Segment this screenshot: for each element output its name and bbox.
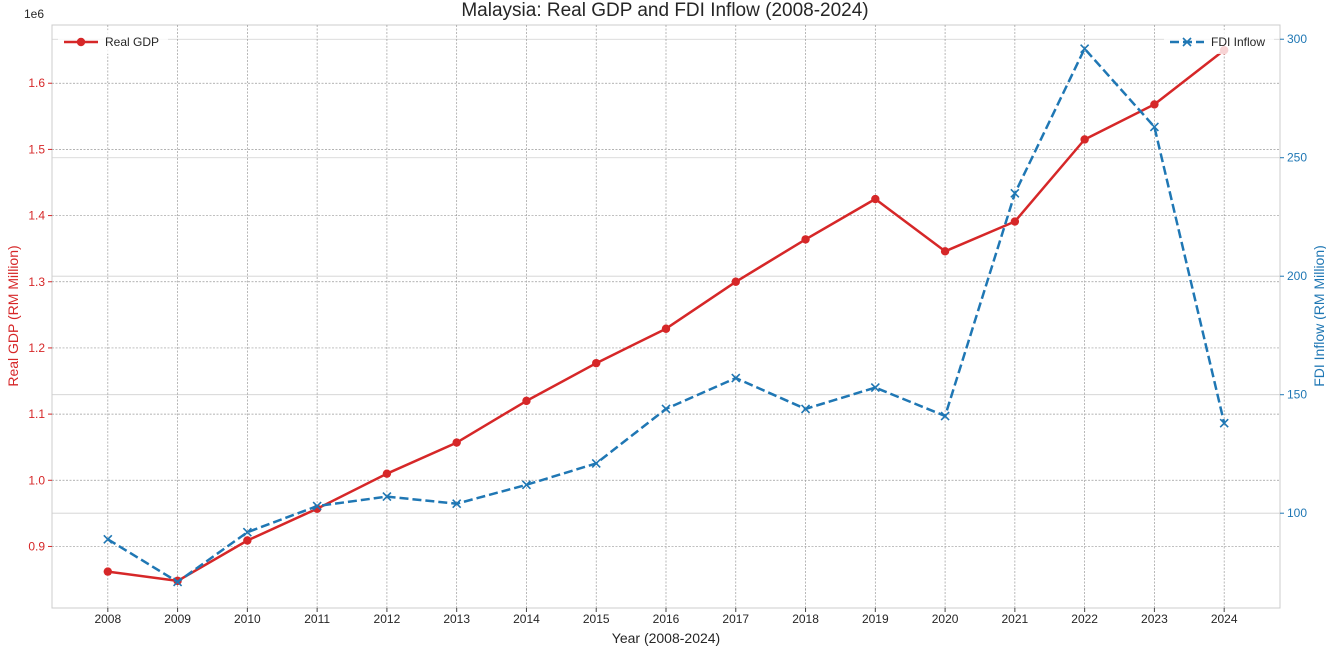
data-point xyxy=(801,235,810,244)
data-point xyxy=(452,499,462,509)
legend-label: Real GDP xyxy=(105,35,159,49)
legend-box xyxy=(1164,30,1274,54)
x-tick-label: 2018 xyxy=(792,612,819,626)
data-point xyxy=(1010,217,1020,226)
left-y-tick-label: 1.3 xyxy=(28,275,45,289)
right-y-tick-label: 200 xyxy=(1287,269,1307,283)
data-point xyxy=(592,358,601,368)
left-y-tick-label: 1.4 xyxy=(28,209,45,223)
data-point xyxy=(940,411,950,421)
x-tick-label: 2023 xyxy=(1141,612,1168,626)
left-y-tick-label: 1.6 xyxy=(28,76,45,90)
left-y-axis-label: Real GDP (RM Million) xyxy=(5,245,21,386)
data-point xyxy=(1080,135,1089,144)
legend-fdi-inflow: FDI Inflow xyxy=(1164,30,1274,54)
data-point xyxy=(1150,100,1159,109)
series-real-gdp xyxy=(103,45,1229,586)
legend-marker xyxy=(76,37,86,47)
data-point xyxy=(452,438,461,447)
x-tick-label: 2024 xyxy=(1211,612,1238,626)
x-tick-label: 2020 xyxy=(932,612,959,626)
x-tick-label: 2014 xyxy=(513,612,540,626)
data-point xyxy=(661,324,671,333)
data-point xyxy=(940,247,950,256)
data-point xyxy=(800,404,811,414)
data-point xyxy=(243,536,252,545)
data-point xyxy=(870,383,880,393)
data-point xyxy=(871,194,880,204)
left-y-axis-ticks: 0.9 1.0 1.1 1.2 1.3 1.4 1.5 1.6 xyxy=(28,76,52,553)
data-point xyxy=(591,458,601,469)
left-y-tick-label: 1.0 xyxy=(28,473,45,487)
x-tick-label: 2011 xyxy=(304,612,330,626)
right-y-tick-label: 150 xyxy=(1287,388,1307,402)
legend-label: FDI Inflow xyxy=(1211,35,1265,49)
x-tick-label: 2016 xyxy=(653,612,680,626)
x-tick-label: 2010 xyxy=(234,612,261,626)
data-point xyxy=(1010,188,1020,198)
x-tick-label: 2022 xyxy=(1071,612,1098,626)
data-point xyxy=(382,469,392,478)
x-axis-ticks: 2008 2009 2010 2011 2012 2013 2014 2015 2016 2017… xyxy=(94,608,1238,626)
left-y-tick-label: 1.5 xyxy=(28,142,45,156)
x-tick-label: 2019 xyxy=(862,612,889,626)
left-y-axis-offset-text: 1e6 xyxy=(24,7,44,21)
right-y-tick-label: 100 xyxy=(1287,506,1307,520)
data-point xyxy=(242,527,252,537)
legend-real-gdp: Real GDP xyxy=(58,30,168,54)
x-tick-label: 2015 xyxy=(583,612,610,626)
x-tick-label: 2021 xyxy=(1002,612,1029,626)
data-point xyxy=(731,277,740,286)
x-axis-label: Year (2008-2024) xyxy=(612,630,720,646)
vertical-gridlines xyxy=(107,25,1225,608)
series-fdi-inflow xyxy=(103,44,1229,587)
data-point xyxy=(731,373,741,383)
x-tick-label: 2017 xyxy=(722,612,749,626)
data-point xyxy=(103,534,113,544)
data-point xyxy=(103,567,113,576)
right-y-axis-label: FDI Inflow (RM Million) xyxy=(1311,245,1326,387)
data-point xyxy=(1080,44,1090,54)
data-point xyxy=(521,480,532,490)
x-tick-label: 2008 xyxy=(94,612,121,626)
data-point xyxy=(522,396,531,406)
chart-title: Malaysia: Real GDP and FDI Inflow (2008-… xyxy=(461,0,868,21)
data-point xyxy=(661,404,671,414)
data-point xyxy=(382,492,392,502)
left-y-tick-label: 0.9 xyxy=(28,539,45,553)
data-point xyxy=(1149,122,1159,132)
left-y-tick-label: 1.1 xyxy=(28,407,45,421)
x-tick-label: 2013 xyxy=(443,612,470,626)
data-point xyxy=(173,577,183,587)
right-y-tick-label: 250 xyxy=(1287,151,1307,165)
x-tick-label: 2012 xyxy=(374,612,401,626)
data-point xyxy=(1219,418,1229,428)
left-y-tick-label: 1.2 xyxy=(28,341,45,355)
x-tick-label: 2009 xyxy=(164,612,191,626)
right-y-axis-ticks: 100 150 200 250 300 xyxy=(1280,32,1307,520)
right-y-tick-label: 300 xyxy=(1287,32,1307,46)
data-point xyxy=(312,501,322,511)
legend-marker xyxy=(1182,37,1192,47)
